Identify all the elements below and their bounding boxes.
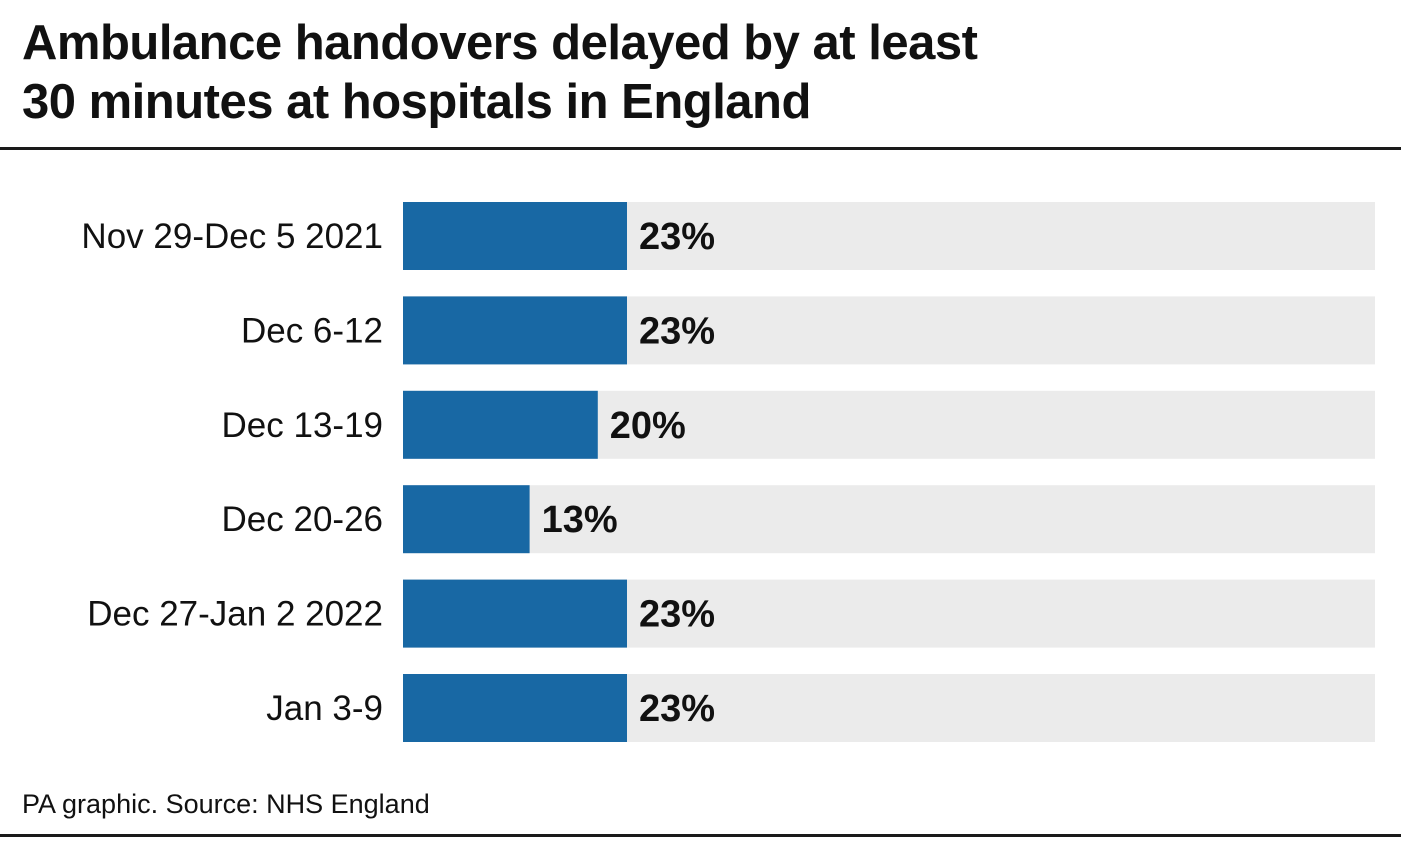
bottom-divider	[0, 834, 1401, 837]
value-label: 20%	[610, 405, 686, 447]
bar-track	[403, 485, 1375, 554]
chart-title-line-1: Ambulance handovers delayed by at least	[22, 16, 978, 70]
chart-title-line-2: 30 minutes at hospitals in England	[22, 75, 811, 129]
value-label: 13%	[542, 499, 618, 541]
bar	[403, 674, 627, 742]
bar	[403, 485, 530, 554]
category-label: Dec 20-26	[222, 500, 383, 539]
category-label: Dec 6-12	[241, 311, 383, 350]
top-divider	[0, 147, 1401, 150]
source-note: PA graphic. Source: NHS England	[22, 789, 430, 819]
category-label: Dec 13-19	[222, 406, 383, 445]
bar	[403, 579, 627, 648]
bar	[403, 296, 627, 365]
value-label: 23%	[639, 310, 715, 352]
value-label: 23%	[639, 688, 715, 730]
category-label: Jan 3-9	[266, 689, 383, 728]
bar	[403, 390, 598, 459]
bar	[403, 202, 627, 270]
category-label: Nov 29-Dec 5 2021	[81, 217, 383, 256]
value-label: 23%	[639, 216, 715, 258]
value-label: 23%	[639, 594, 715, 636]
chart-title: Ambulance handovers delayed by at least …	[22, 14, 1382, 132]
category-label: Dec 27-Jan 2 2022	[87, 595, 383, 634]
